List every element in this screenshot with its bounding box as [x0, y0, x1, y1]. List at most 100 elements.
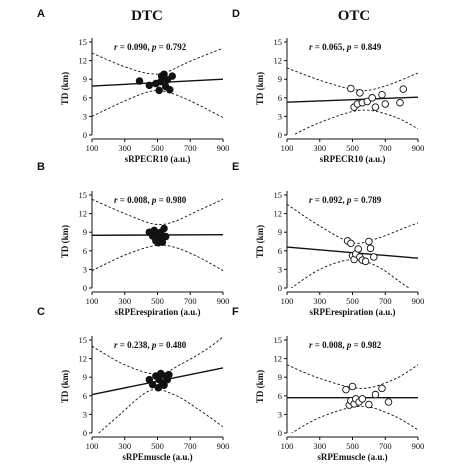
y-axis-label: TD (km)	[255, 72, 265, 105]
y-tick-label: 12	[274, 354, 283, 364]
y-tick-label: 12	[274, 56, 283, 66]
data-point	[348, 382, 357, 391]
ci-lower-band	[98, 388, 223, 433]
y-tick-label: 0	[278, 283, 282, 293]
panel-letter: A	[37, 8, 45, 20]
ci-lower-band	[292, 109, 418, 135]
y-tick-label: 15	[79, 335, 88, 345]
x-tick-label: 300	[313, 143, 326, 153]
panel-letter: B	[37, 161, 45, 173]
y-tick-label: 15	[274, 335, 283, 345]
x-tick-label: 900	[217, 296, 230, 306]
ci-upper-band	[92, 198, 223, 226]
data-point	[365, 237, 373, 246]
stat-annotation: r = 0.238, p = 0.480	[114, 340, 187, 350]
x-tick-label: 500	[346, 441, 359, 451]
panel-letter: D	[232, 8, 240, 20]
data-point	[163, 76, 172, 84]
stat-annotation: r = 0.090, p = 0.792	[114, 42, 187, 52]
data-point	[378, 384, 386, 393]
y-tick-label: 0	[83, 428, 87, 438]
x-tick-label: 100	[281, 143, 294, 153]
x-tick-label: 900	[217, 441, 230, 451]
stat-annotation: r = 0.092, p = 0.789	[309, 195, 382, 205]
y-tick-label: 6	[278, 246, 282, 256]
data-point	[165, 370, 173, 379]
data-point	[384, 398, 393, 406]
ci-lower-band	[291, 405, 418, 433]
column-title-dtc: DTC	[131, 8, 163, 24]
x-tick-label: 100	[86, 143, 99, 153]
x-tick-label: 700	[184, 296, 197, 306]
y-tick-label: 9	[83, 227, 87, 237]
y-tick-label: 12	[79, 354, 88, 364]
panel-letter: E	[232, 161, 239, 173]
plot-area	[287, 203, 418, 288]
data-point	[368, 94, 376, 102]
x-tick-label: 500	[151, 441, 164, 451]
stat-annotation: r = 0.008, p = 0.980	[114, 195, 187, 205]
ci-upper-band	[92, 47, 223, 75]
x-axis-label: sRPECR10 (a.u.)	[320, 154, 386, 164]
x-tick-label: 700	[379, 143, 392, 153]
y-tick-label: 12	[274, 209, 283, 219]
data-point	[356, 89, 364, 97]
x-tick-label: 100	[86, 441, 99, 451]
ci-lower-band	[92, 89, 223, 119]
regression-line	[287, 96, 418, 103]
column-title-otc: OTC	[338, 8, 371, 24]
data-point	[347, 239, 355, 248]
y-tick-label: 6	[83, 246, 87, 256]
x-tick-label: 300	[118, 143, 131, 153]
y-tick-label: 12	[79, 56, 88, 66]
panel-d: D 0 3 6 9 12 15 100 300 500 700 900 sRPECR10 (a.u.) T…	[232, 8, 424, 164]
y-tick-label: 6	[278, 93, 282, 103]
panel-letter: F	[232, 306, 239, 318]
data-point	[145, 81, 154, 90]
y-tick-label: 15	[274, 190, 283, 200]
data-point	[354, 245, 362, 253]
x-tick-label: 300	[313, 296, 326, 306]
data-point	[148, 380, 157, 389]
data-point	[160, 70, 168, 78]
y-tick-label: 15	[79, 37, 88, 47]
data-point	[160, 224, 168, 233]
stat-annotation: r = 0.065, p = 0.849	[309, 42, 382, 52]
ci-lower-band	[92, 244, 223, 272]
data-point	[366, 244, 375, 253]
y-tick-label: 3	[83, 264, 87, 274]
y-tick-label: 9	[83, 74, 87, 84]
y-tick-label: 3	[83, 111, 87, 121]
x-tick-label: 700	[184, 441, 197, 451]
data-point	[358, 395, 367, 403]
x-tick-label: 300	[118, 296, 131, 306]
y-tick-label: 0	[83, 130, 87, 140]
y-tick-label: 15	[79, 190, 88, 200]
data-point	[160, 381, 168, 390]
y-tick-label: 3	[278, 409, 282, 419]
data-point	[166, 85, 174, 94]
y-tick-label: 6	[278, 391, 282, 401]
x-tick-label: 900	[412, 296, 425, 306]
x-tick-label: 100	[281, 296, 294, 306]
y-tick-label: 9	[83, 372, 87, 382]
data-point	[378, 90, 386, 99]
data-point	[161, 232, 170, 241]
y-axis-label: TD (km)	[255, 225, 265, 258]
y-axis-label: TD (km)	[60, 72, 70, 105]
y-axis-label: TD (km)	[255, 370, 265, 403]
data-point	[135, 77, 144, 85]
panel-b: B 0 3 6 9 12 15 100 300 500 700 900 sRPErespiration …	[37, 161, 229, 317]
x-tick-label: 500	[346, 296, 359, 306]
y-tick-label: 3	[278, 264, 282, 274]
x-tick-label: 300	[313, 441, 326, 451]
data-point	[342, 385, 350, 394]
y-tick-label: 6	[83, 93, 87, 103]
y-axis-label: TD (km)	[60, 370, 70, 403]
x-axis-label: sRPEmuscle (a.u.)	[122, 452, 192, 462]
panel-f: F 0 3 6 9 12 15 100 300 500 700 900 sRPEmuscle (a.u.…	[232, 306, 424, 462]
x-tick-label: 700	[379, 441, 392, 451]
x-tick-label: 700	[379, 296, 392, 306]
